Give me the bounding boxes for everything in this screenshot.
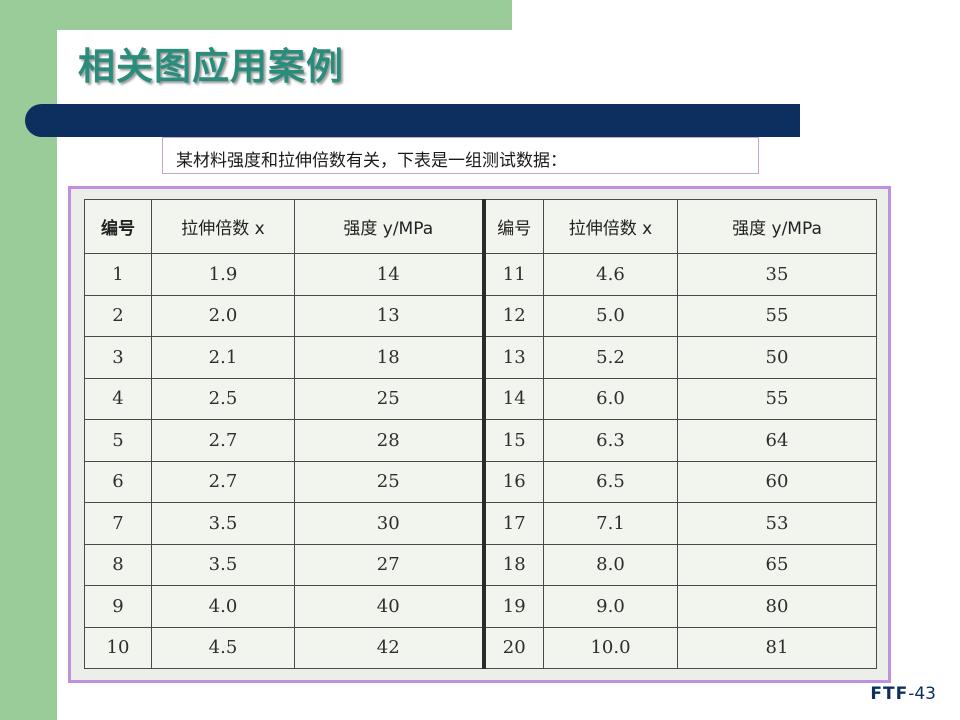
cell-id-left: 6 bbox=[84, 460, 152, 503]
cell-strength-left: 25 bbox=[294, 377, 484, 420]
subtitle-box: 某材料强度和拉伸倍数有关，下表是一组测试数据： bbox=[162, 137, 759, 174]
cell-id-right: 20 bbox=[481, 626, 544, 669]
cell-strength-right: 50 bbox=[677, 336, 877, 379]
cell-strength-left: 27 bbox=[294, 543, 484, 586]
top-decor-band bbox=[57, 0, 512, 30]
cell-id-left: 9 bbox=[84, 585, 152, 628]
cell-strength-right: 64 bbox=[677, 419, 877, 462]
cell-id-right: 12 bbox=[481, 294, 544, 337]
table-row: 2 2.0 13 12 5.0 55 bbox=[84, 294, 877, 337]
cell-strength-right: 53 bbox=[677, 502, 877, 545]
cell-strength-right: 60 bbox=[677, 460, 877, 503]
cell-ratio-left: 3.5 bbox=[151, 543, 295, 586]
cell-id-left: 8 bbox=[84, 543, 152, 586]
cell-strength-left: 40 bbox=[294, 585, 484, 628]
cell-ratio-right: 9.0 bbox=[543, 585, 678, 628]
header-cell-id-left: 编号 bbox=[84, 199, 152, 254]
cell-id-left: 5 bbox=[84, 419, 152, 462]
footer-brand: FTF bbox=[870, 684, 909, 704]
cell-strength-left: 42 bbox=[294, 626, 484, 669]
cell-ratio-left: 2.7 bbox=[151, 419, 295, 462]
header-cell-ratio-right: 拉伸倍数 x bbox=[543, 199, 678, 254]
header-cell-strength-right: 强度 y/MPa bbox=[677, 199, 877, 254]
cell-id-right: 14 bbox=[481, 377, 544, 420]
cell-id-right: 13 bbox=[481, 336, 544, 379]
table-row: 1 1.9 14 11 4.6 35 bbox=[84, 253, 877, 296]
cell-ratio-right: 5.2 bbox=[543, 336, 678, 379]
cell-strength-right: 55 bbox=[677, 294, 877, 337]
cell-ratio-left: 2.1 bbox=[151, 336, 295, 379]
cell-strength-left: 25 bbox=[294, 460, 484, 503]
table-row: 9 4.0 40 19 9.0 80 bbox=[84, 585, 877, 628]
cell-ratio-right: 10.0 bbox=[543, 626, 678, 669]
cell-ratio-left: 1.9 bbox=[151, 253, 295, 296]
table-row: 4 2.5 25 14 6.0 55 bbox=[84, 377, 877, 420]
cell-strength-left: 13 bbox=[294, 294, 484, 337]
slide-title: 相关图应用案例 bbox=[78, 45, 344, 88]
cell-ratio-right: 8.0 bbox=[543, 543, 678, 586]
cell-ratio-left: 2.7 bbox=[151, 460, 295, 503]
cell-id-right: 17 bbox=[481, 502, 544, 545]
cell-ratio-left: 4.0 bbox=[151, 585, 295, 628]
cell-id-left: 1 bbox=[84, 253, 152, 296]
header-cell-strength-left: 强度 y/MPa bbox=[294, 199, 484, 254]
cell-id-right: 19 bbox=[481, 585, 544, 628]
page-footer: FTF-43 bbox=[870, 684, 936, 704]
cell-ratio-left: 2.0 bbox=[151, 294, 295, 337]
header-cell-id-right: 编号 bbox=[481, 199, 544, 254]
cell-id-left: 3 bbox=[84, 336, 152, 379]
page-number: -43 bbox=[908, 684, 936, 704]
cell-strength-left: 14 bbox=[294, 253, 484, 296]
cell-ratio-left: 4.5 bbox=[151, 626, 295, 669]
cell-ratio-left: 2.5 bbox=[151, 377, 295, 420]
cell-ratio-right: 6.3 bbox=[543, 419, 678, 462]
table-header-row: 编号 拉伸倍数 x 强度 y/MPa 编号 拉伸倍数 x 强度 y/MPa bbox=[84, 199, 877, 254]
table-row: 7 3.5 30 17 7.1 53 bbox=[84, 502, 877, 545]
cell-strength-right: 35 bbox=[677, 253, 877, 296]
cell-strength-right: 80 bbox=[677, 585, 877, 628]
cell-id-left: 2 bbox=[84, 294, 152, 337]
table-row: 10 4.5 42 20 10.0 81 bbox=[84, 626, 877, 669]
header-cell-ratio-left: 拉伸倍数 x bbox=[151, 199, 295, 254]
cell-id-right: 15 bbox=[481, 419, 544, 462]
cell-strength-left: 30 bbox=[294, 502, 484, 545]
cell-ratio-right: 7.1 bbox=[543, 502, 678, 545]
cell-ratio-right: 6.0 bbox=[543, 377, 678, 420]
table-row: 3 2.1 18 13 5.2 50 bbox=[84, 336, 877, 379]
cell-id-right: 11 bbox=[481, 253, 544, 296]
cell-strength-left: 28 bbox=[294, 419, 484, 462]
cell-id-left: 7 bbox=[84, 502, 152, 545]
subtitle-text: 某材料强度和拉伸倍数有关，下表是一组测试数据： bbox=[176, 151, 567, 171]
table-body: 1 1.9 14 11 4.6 35 2 2.0 13 12 5.0 55 3 2.1 18 13 5.2 50 4… bbox=[84, 253, 877, 669]
cell-strength-right: 55 bbox=[677, 377, 877, 420]
cell-id-right: 16 bbox=[481, 460, 544, 503]
cell-id-left: 4 bbox=[84, 377, 152, 420]
cell-ratio-right: 6.5 bbox=[543, 460, 678, 503]
cell-strength-left: 18 bbox=[294, 336, 484, 379]
table-row: 5 2.7 28 15 6.3 64 bbox=[84, 419, 877, 462]
cell-strength-right: 65 bbox=[677, 543, 877, 586]
cell-ratio-right: 5.0 bbox=[543, 294, 678, 337]
cell-id-left: 10 bbox=[84, 626, 152, 669]
cell-ratio-right: 4.6 bbox=[543, 253, 678, 296]
cell-ratio-left: 3.5 bbox=[151, 502, 295, 545]
title-underline-bar bbox=[25, 104, 800, 137]
cell-strength-right: 81 bbox=[677, 626, 877, 669]
table-row: 6 2.7 25 16 6.5 60 bbox=[84, 460, 877, 503]
cell-id-right: 18 bbox=[481, 543, 544, 586]
table-row: 8 3.5 27 18 8.0 65 bbox=[84, 543, 877, 586]
